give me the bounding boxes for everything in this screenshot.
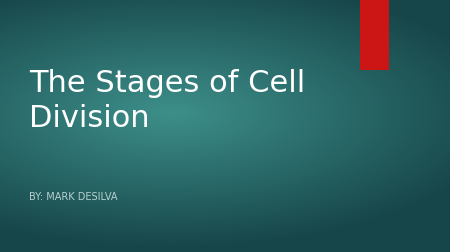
Bar bbox=[360, 0, 389, 71]
Text: BY: MARK DESILVA: BY: MARK DESILVA bbox=[29, 192, 118, 202]
Text: The Stages of Cell
Division: The Stages of Cell Division bbox=[29, 69, 306, 133]
